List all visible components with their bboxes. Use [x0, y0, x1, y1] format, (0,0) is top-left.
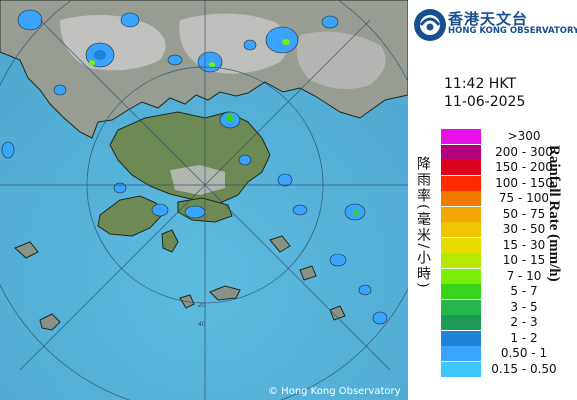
legend-swatch — [441, 175, 481, 191]
legend-level-label: 5 - 7 — [510, 284, 538, 298]
island — [299, 265, 317, 281]
legend-swatch — [441, 144, 481, 160]
observation-time: 11:42 HKT — [444, 76, 516, 92]
mainland-urban-3 — [296, 31, 386, 90]
legend-level-label: 7 - 10 — [506, 268, 542, 283]
bearing-line — [19, 184, 206, 371]
observatory-logo-icon — [414, 9, 446, 41]
legend-level-label: 30 - 50 — [502, 222, 546, 236]
island — [39, 313, 61, 331]
legend-level-label: 75 - 100 — [498, 191, 550, 205]
legend-swatch — [441, 361, 481, 377]
lantau-island — [97, 195, 163, 237]
legend-level-label: 15 - 30 — [502, 237, 546, 252]
legend-swatch — [441, 206, 481, 222]
urban-kowloon — [170, 165, 225, 195]
bearing-line — [204, 19, 371, 186]
radar-echoes — [1, 9, 388, 325]
island — [14, 241, 39, 259]
radar-map: 20 40 © Hong Kong Observatory — [0, 0, 408, 400]
island — [209, 285, 241, 301]
org-name-zh: 香港天文台 — [448, 10, 529, 28]
info-panel: 香港天文台 HONG KONG OBSERVATORY 11:42 HKT 11… — [408, 0, 577, 400]
legend-level-label: 200 - 300 — [495, 144, 553, 159]
bearing-line — [39, 19, 206, 186]
range-rings — [0, 0, 408, 400]
island — [329, 305, 346, 321]
legend-level-label: 150 - 200 — [495, 160, 553, 174]
legend-swatch — [441, 129, 481, 144]
range-ring-label: 40 — [198, 321, 206, 328]
range-ring-label: 20 — [198, 302, 206, 309]
legend-swatch — [441, 160, 481, 175]
legend-level-label: 1 - 2 — [510, 330, 538, 345]
legend-swatch — [441, 191, 481, 206]
legend-title-zh: 降雨率(毫米/小時) — [415, 156, 431, 290]
lamma-island — [161, 229, 179, 253]
legend-level-label: >300 — [507, 129, 541, 143]
org-name-en: HONG KONG OBSERVATORY — [448, 26, 577, 36]
legend-swatch — [441, 253, 481, 268]
legend-level-label: 0.15 - 0.50 — [491, 361, 557, 376]
legend-swatch — [441, 237, 481, 253]
copyright-text: © Hong Kong Observatory — [268, 386, 401, 397]
island — [269, 235, 291, 253]
legend-color-scale — [441, 129, 481, 377]
bearing-line — [204, 184, 391, 371]
legend-swatch — [441, 315, 481, 330]
legend-title-en: Rainfall Rate (mm/h) — [546, 145, 562, 282]
legend-swatch — [441, 284, 481, 299]
legend-level-label: 50 - 75 — [502, 206, 546, 221]
observation-date: 11-06-2025 — [444, 94, 526, 110]
legend-level-label: 10 - 15 — [502, 253, 546, 267]
legend-swatch — [441, 330, 481, 346]
legend-swatch — [441, 222, 481, 237]
legend-swatch — [441, 299, 481, 315]
legend-level-label: 0.50 - 1 — [500, 346, 548, 360]
legend-level-label: 3 - 5 — [510, 299, 538, 314]
legend-swatch — [441, 346, 481, 361]
legend-swatch — [441, 268, 481, 284]
legend-level-label: 100 - 150 — [495, 175, 553, 190]
legend-level-label: 2 - 3 — [510, 315, 538, 329]
